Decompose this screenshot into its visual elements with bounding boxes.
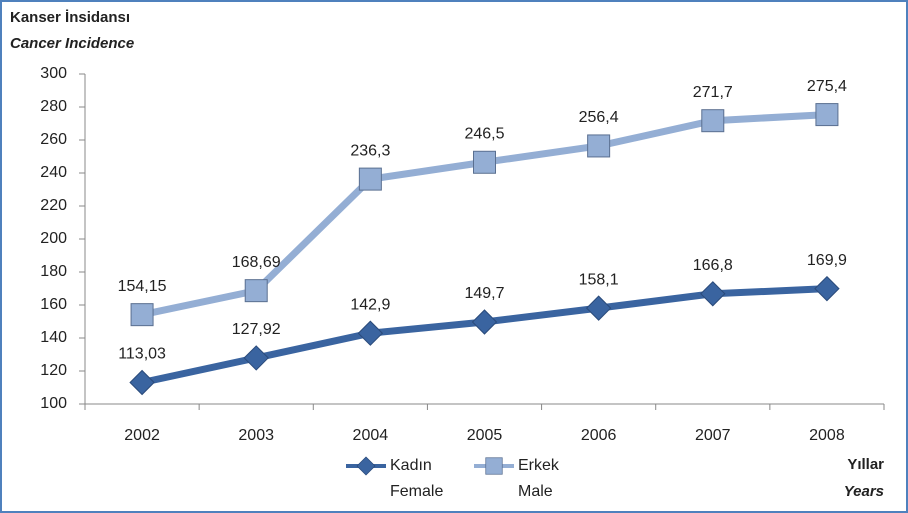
marker — [473, 150, 496, 174]
data-label: 236,3 — [350, 142, 390, 159]
data-label: 246,5 — [464, 125, 504, 142]
marker — [244, 279, 268, 303]
x-title: Yıllar — [847, 456, 884, 473]
data-label: 169,9 — [807, 252, 847, 269]
y-tick-label: 120 — [40, 362, 67, 379]
marker — [471, 309, 498, 335]
marker — [815, 103, 839, 127]
data-label: 166,8 — [693, 257, 733, 274]
data-label: 158,1 — [579, 271, 619, 288]
x-tick-label: 2002 — [124, 427, 160, 444]
marker — [243, 345, 269, 371]
y-tick-label: 180 — [40, 263, 67, 280]
legend-marker — [485, 457, 503, 475]
x-tick-label: 2004 — [353, 427, 389, 444]
x-title-en: Years — [844, 483, 884, 500]
y-tick-label: 140 — [40, 329, 67, 346]
x-tick-label: 2003 — [238, 427, 274, 444]
data-label: 127,92 — [232, 321, 281, 338]
y-tick-label: 160 — [40, 296, 67, 313]
y-tick-label: 280 — [40, 98, 67, 115]
marker — [357, 320, 384, 346]
data-label: 142,9 — [350, 296, 390, 313]
x-tick-label: 2008 — [809, 427, 845, 444]
data-label: 149,7 — [464, 285, 504, 302]
marker — [701, 109, 725, 133]
data-label: 271,7 — [693, 84, 733, 101]
y-tick-label: 300 — [40, 65, 67, 82]
legend-label: Erkek — [518, 457, 560, 474]
y-tick-label: 240 — [40, 164, 67, 181]
x-tick-label: 2005 — [467, 427, 503, 444]
marker — [358, 167, 382, 191]
legend-marker — [356, 456, 376, 476]
marker — [814, 275, 840, 302]
y-tick-label: 200 — [40, 230, 67, 247]
x-tick-label: 2007 — [695, 427, 731, 444]
data-label: 275,4 — [807, 78, 847, 95]
y-tick-label: 100 — [40, 395, 67, 412]
data-label: 256,4 — [579, 109, 619, 126]
marker — [700, 281, 726, 307]
y-tick-label: 260 — [40, 131, 67, 148]
legend-label: Kadın — [390, 457, 432, 474]
marker — [130, 303, 154, 327]
marker — [587, 134, 611, 158]
marker — [129, 369, 155, 396]
data-label: 113,03 — [118, 346, 166, 363]
y-tick-label: 220 — [40, 197, 67, 214]
data-label: 154,15 — [118, 278, 167, 295]
y-title-en: Cancer Incidence — [10, 35, 134, 52]
y-title: Kanser İnsidansı — [10, 9, 130, 26]
x-tick-label: 2006 — [581, 427, 617, 444]
legend-label-en: Male — [518, 483, 553, 500]
legend-label-en: Female — [390, 483, 443, 500]
marker — [585, 295, 612, 321]
data-label: 168,69 — [232, 254, 281, 271]
